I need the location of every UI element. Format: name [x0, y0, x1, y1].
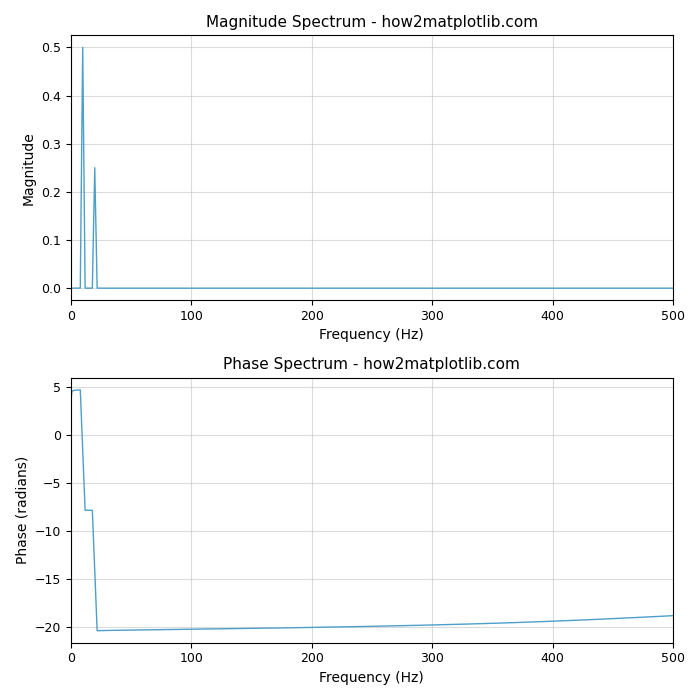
Y-axis label: Phase (radians): Phase (radians): [15, 456, 29, 564]
Title: Magnitude Spectrum - how2matplotlib.com: Magnitude Spectrum - how2matplotlib.com: [206, 15, 538, 30]
Title: Phase Spectrum - how2matplotlib.com: Phase Spectrum - how2matplotlib.com: [223, 358, 520, 372]
Y-axis label: Magnitude: Magnitude: [22, 131, 36, 204]
X-axis label: Frequency (Hz): Frequency (Hz): [319, 328, 424, 342]
X-axis label: Frequency (Hz): Frequency (Hz): [319, 671, 424, 685]
